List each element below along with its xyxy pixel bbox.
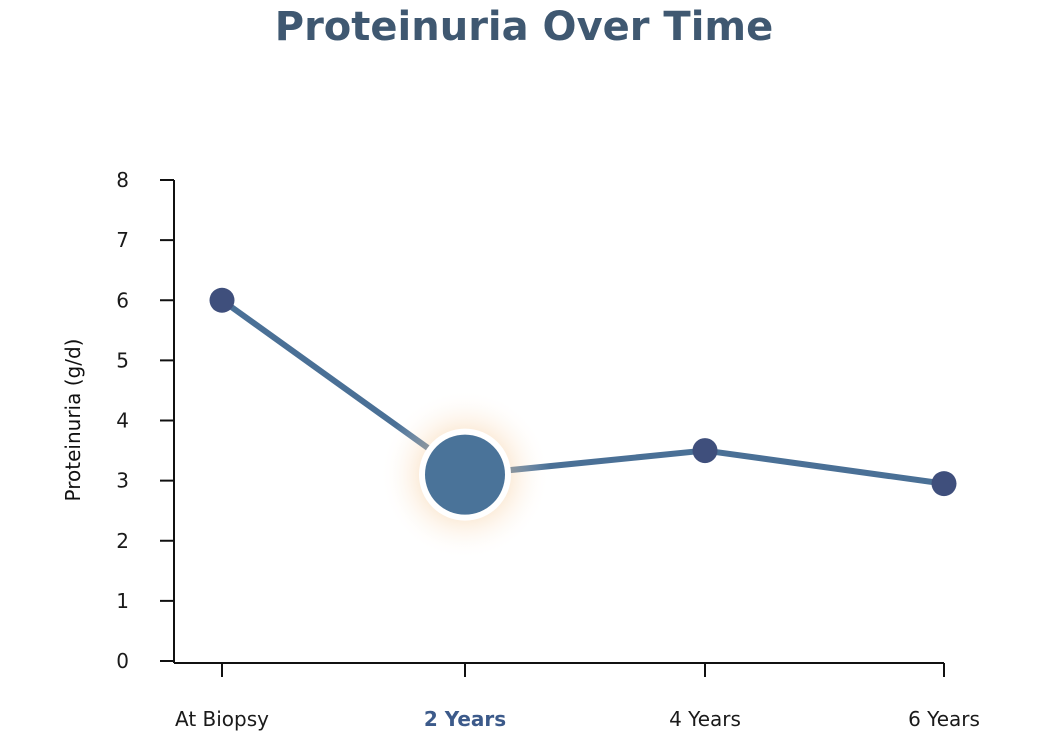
y-tick-label: 0	[116, 649, 129, 673]
chart-title: Proteinuria Over Time	[274, 4, 774, 50]
data-point	[692, 438, 718, 464]
y-axis-title: Proteinuria (g/d)	[61, 339, 85, 502]
x-tick-label: At Biopsy	[175, 707, 269, 731]
y-tick-label: 7	[116, 228, 129, 252]
y-tick-label: 4	[116, 409, 129, 433]
data-point	[209, 287, 235, 313]
x-tick-label: 6 Years	[908, 707, 980, 731]
highlight-point	[425, 434, 505, 515]
y-tick-label: 8	[116, 168, 129, 192]
series-line	[219, 297, 947, 487]
series-segment	[702, 447, 947, 487]
data-points	[209, 287, 957, 560]
chart-axes: 0 1 2 3 4 5 6 7 8 At Biopsy 2 Years 4 Years 6 Years	[116, 168, 980, 731]
y-tick-label: 5	[116, 348, 129, 372]
x-tick-label: 4 Years	[669, 707, 741, 731]
y-tick-label: 6	[116, 288, 129, 312]
y-tick-label: 3	[116, 469, 129, 493]
y-tick-label: 2	[116, 529, 129, 553]
y-tick-label: 1	[116, 589, 129, 613]
x-tick-label: 2 Years	[424, 707, 506, 731]
data-point	[931, 471, 957, 497]
